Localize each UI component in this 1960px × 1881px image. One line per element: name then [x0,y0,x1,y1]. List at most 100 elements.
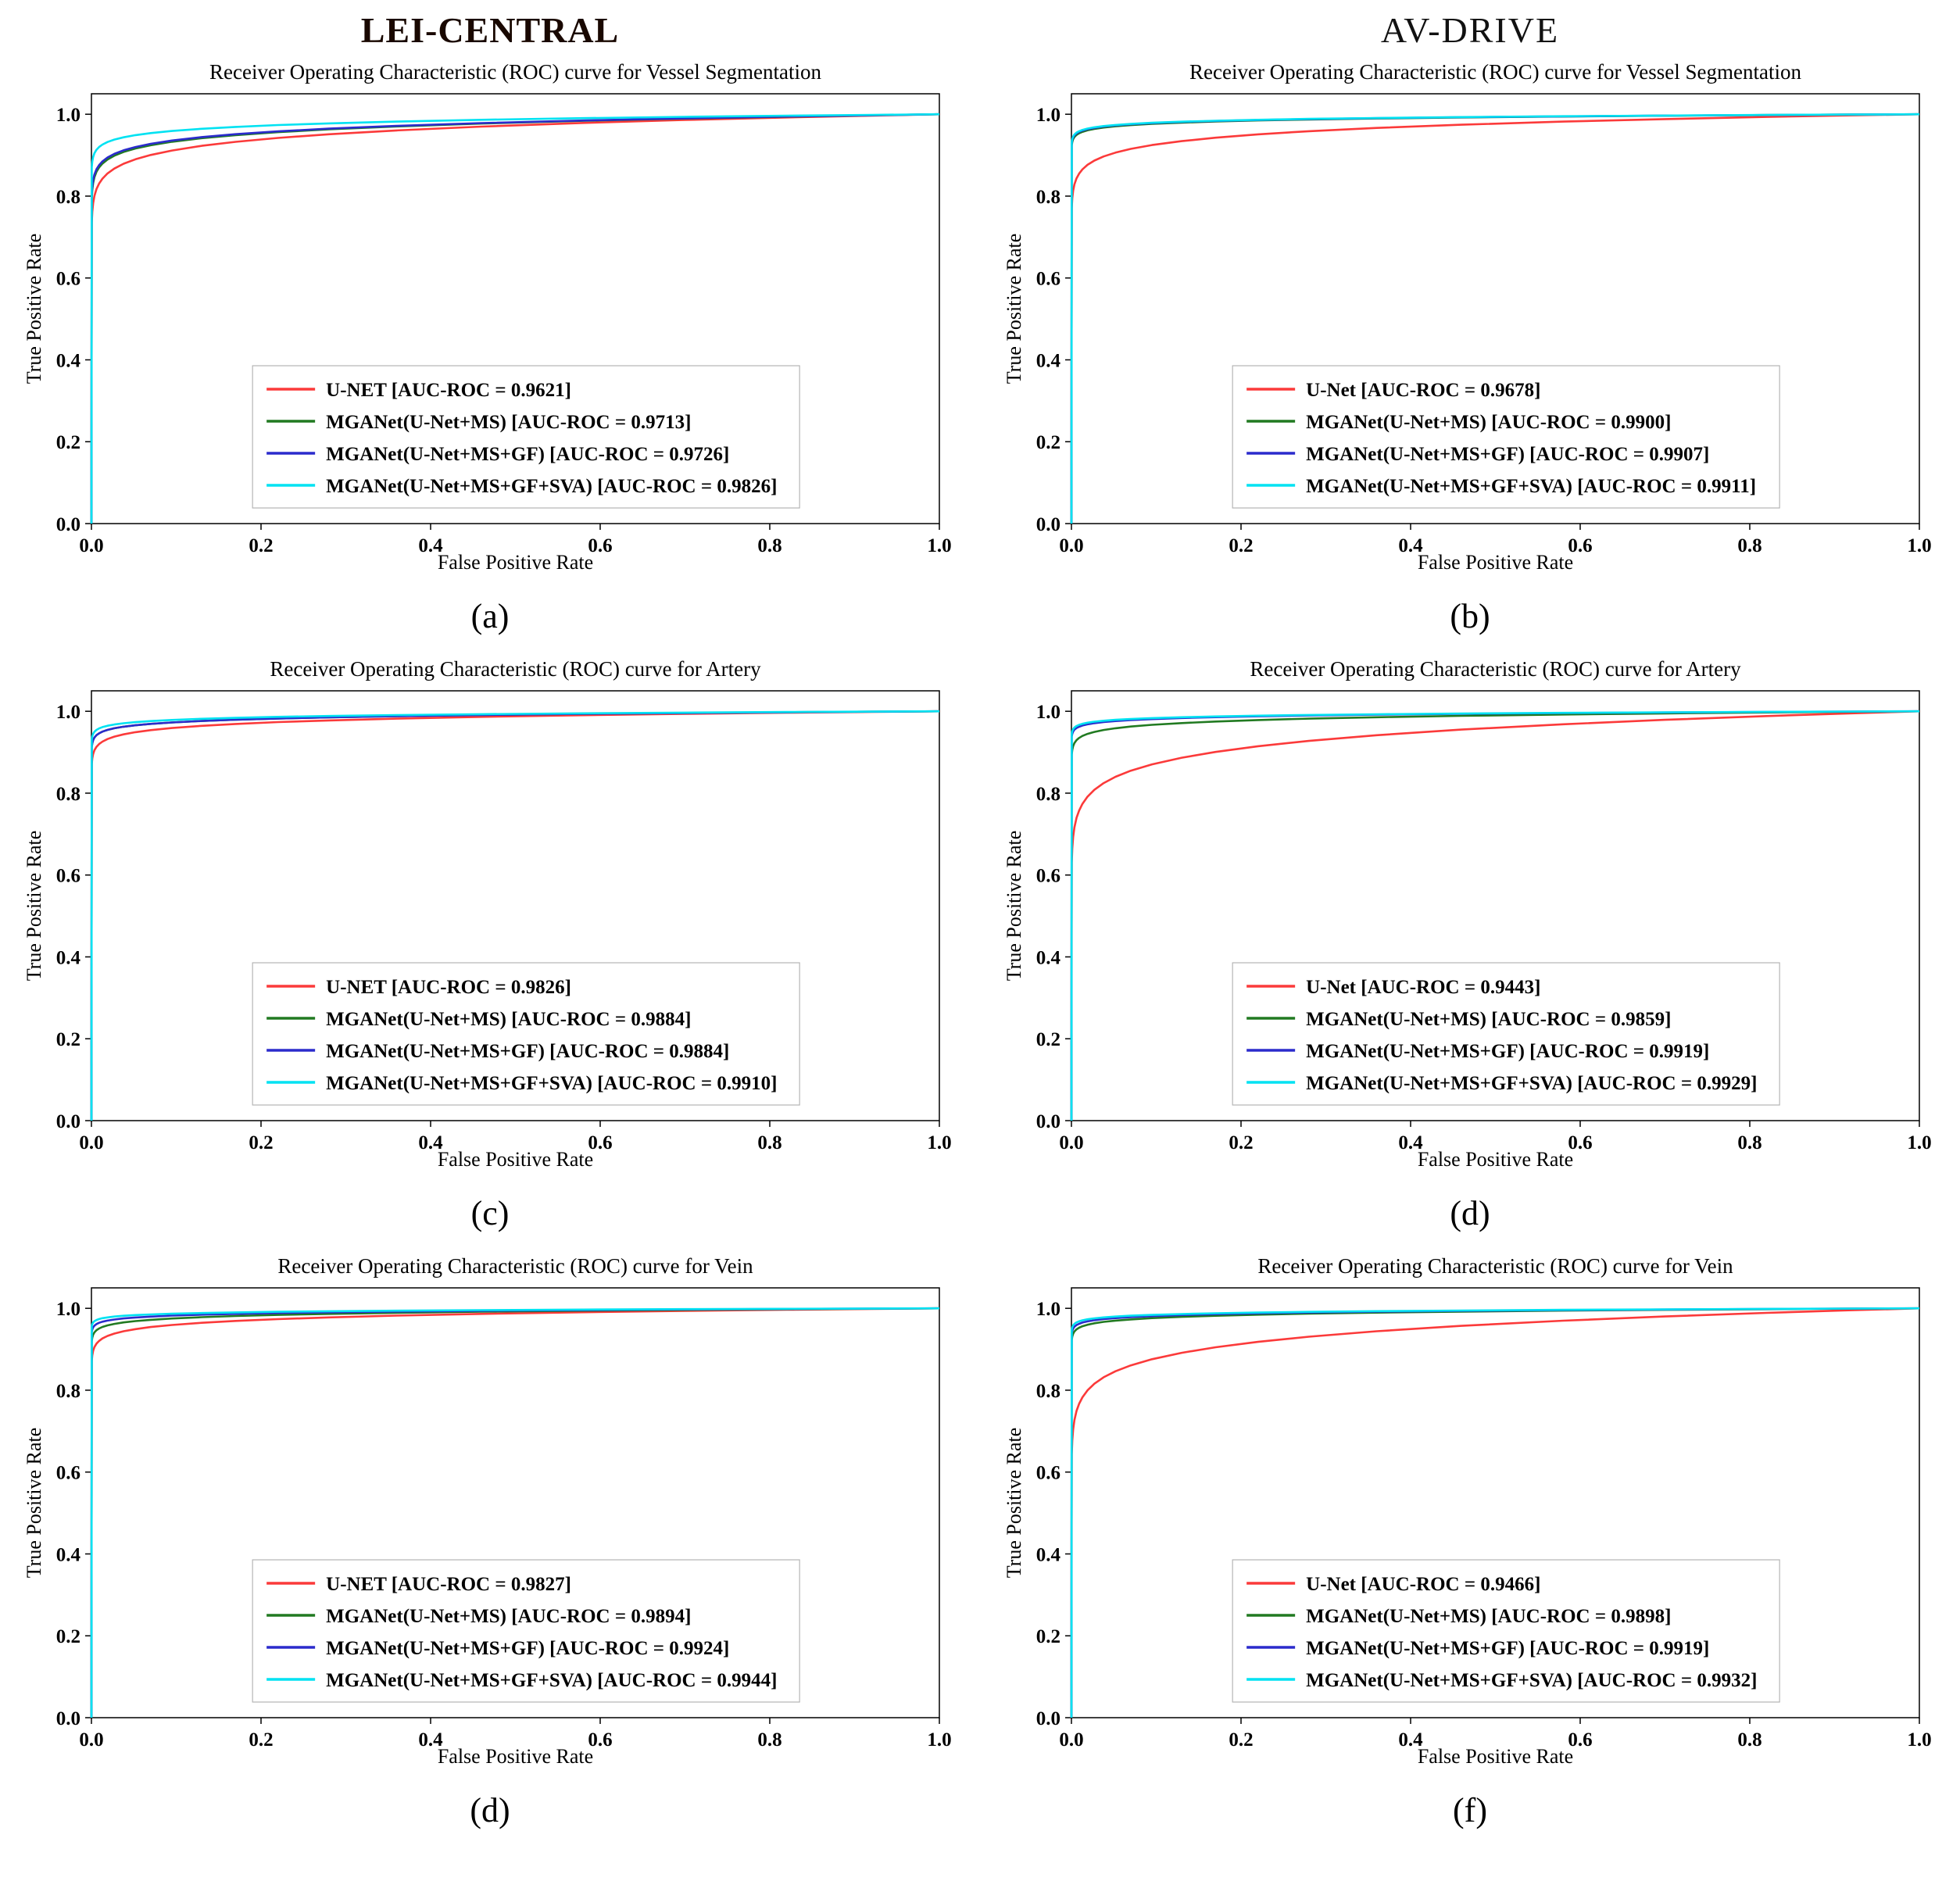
legend-label: MGANet(U-Net+MS) [AUC-ROC = 0.9713] [326,412,691,433]
legend-label: U-NET [AUC-ROC = 0.9621] [326,380,571,401]
legend-label: U-Net [AUC-ROC = 0.9443] [1306,977,1540,998]
legend-label: MGANet(U-Net+MS) [AUC-ROC = 0.9898] [1306,1606,1671,1627]
roc-chart-vein-avdrive: 0.0 0.2 0.4 0.6 0.8 1.0 0.0 0.2 0.4 0.6 0.8 1.0 Rece… [997,1249,1943,1780]
x-tick-label: 0.0 [1059,1729,1083,1750]
legend-label: MGANet(U-Net+MS+GF) [AUC-ROC = 0.9924] [326,1638,729,1659]
x-tick-label: 0.0 [1059,535,1083,556]
roc-curve-0 [1070,1307,1920,1718]
y-tick-label: 0.8 [1036,187,1060,208]
roc-panel-a: 0.0 0.2 0.4 0.6 0.8 1.0 0.0 0.2 0.4 0.6 0.8 1.0 Rece… [0,55,980,652]
x-tick-label: 1.0 [1907,1729,1931,1750]
y-axis-label: True Positive Rate [23,1428,45,1579]
x-axis-label: False Positive Rate [438,551,593,574]
x-axis-label: False Positive Rate [1418,1745,1573,1768]
legend: U-Net [AUC-ROC = 0.9443] MGANet(U-Net+MS)… [1232,962,1780,1106]
x-tick-label: 0.8 [1737,1729,1761,1750]
x-tick-label: 0.6 [1568,1729,1592,1750]
x-tick-label: 0.4 [418,535,443,556]
x-tick-label: 0.2 [249,1132,273,1153]
legend-label: MGANet(U-Net+MS+GF) [AUC-ROC = 0.9726] [326,444,729,465]
x-tick-label: 0.6 [588,1729,612,1750]
x-tick-label: 0.6 [1568,535,1592,556]
x-tick-label: 0.8 [757,1729,781,1750]
y-tick-label: 1.0 [1036,1299,1060,1320]
roc-chart-vessel-avdrive: 0.0 0.2 0.4 0.6 0.8 1.0 0.0 0.2 0.4 0.6 0.8 1.0 Rece… [997,55,1943,586]
legend-label: MGANet(U-Net+MS+GF+SVA) [AUC-ROC = 0.993… [1306,1670,1757,1691]
panel-caption: (a) [470,597,510,635]
x-tick-label: 1.0 [927,1729,951,1750]
y-tick-label: 0.2 [56,1029,80,1050]
legend-label: MGANet(U-Net+MS) [AUC-ROC = 0.9894] [326,1606,691,1627]
y-tick-label: 0.4 [1036,947,1061,968]
y-axis-label: True Positive Rate [1003,234,1025,384]
roc-panel-c: 0.0 0.2 0.4 0.6 0.8 1.0 0.0 0.2 0.4 0.6 0.8 1.0 Rece… [0,652,980,1249]
y-tick-label: 0.0 [1036,514,1060,535]
roc-curve-3 [1070,113,1920,524]
panel-caption: (c) [470,1194,510,1232]
y-axis-label: True Positive Rate [1003,831,1025,982]
right-column-title: AV-DRIVE [1380,9,1560,50]
y-tick-label: 1.0 [56,105,80,126]
roc-curve-3 [90,113,940,524]
roc-curve-0 [90,1307,940,1718]
legend: U-Net [AUC-ROC = 0.9678] MGANet(U-Net+MS)… [1232,365,1780,509]
left-column-title: LEI-CENTRAL [360,9,620,50]
y-tick-label: 0.6 [56,866,80,887]
roc-curve-0 [90,113,940,524]
legend-box [1232,962,1780,1106]
x-tick-label: 0.2 [249,1729,273,1750]
legend-label: MGANet(U-Net+MS+GF+SVA) [AUC-ROC = 0.994… [326,1670,777,1691]
legend-label: MGANet(U-Net+MS+GF) [AUC-ROC = 0.9884] [326,1041,729,1062]
y-tick-label: 0.8 [1036,784,1060,805]
roc-curve-3 [1070,710,1920,1121]
x-tick-label: 0.6 [588,535,612,556]
x-tick-label: 0.2 [1229,535,1253,556]
y-tick-label: 0.6 [56,269,80,290]
x-tick-label: 0.8 [757,535,781,556]
y-axis-label: True Positive Rate [1003,1428,1025,1579]
roc-chart-vessel-lei: 0.0 0.2 0.4 0.6 0.8 1.0 0.0 0.2 0.4 0.6 0.8 1.0 Rece… [17,55,963,586]
legend-label: MGANet(U-Net+MS) [AUC-ROC = 0.9859] [1306,1009,1671,1030]
y-tick-label: 0.4 [1036,350,1061,371]
roc-curve-3 [90,1307,940,1718]
y-tick-label: 0.2 [1036,1626,1060,1647]
y-axis-label: True Positive Rate [23,831,45,982]
x-axis-label: False Positive Rate [1418,1148,1573,1171]
legend-label: MGANet(U-Net+MS+GF+SVA) [AUC-ROC = 0.982… [326,476,777,497]
roc-curve-1 [1070,710,1920,1121]
y-tick-label: 0.2 [1036,432,1060,453]
roc-panel-b: 0.0 0.2 0.4 0.6 0.8 1.0 0.0 0.2 0.4 0.6 0.8 1.0 Rece… [980,55,1960,652]
column-headers: LEI-CENTRAL AV-DRIVE [0,5,1960,55]
y-tick-label: 1.0 [1036,105,1060,126]
x-axis-label: False Positive Rate [1418,551,1573,574]
x-axis-label: False Positive Rate [438,1148,593,1171]
panel-caption: (d) [1450,1194,1490,1232]
roc-curve-3 [90,710,940,1121]
legend-label: MGANet(U-Net+MS+GF) [AUC-ROC = 0.9907] [1306,444,1709,465]
chart-title: Receiver Operating Characteristic (ROC) … [270,657,761,681]
y-tick-label: 0.4 [1036,1544,1061,1565]
y-tick-label: 0.8 [56,187,80,208]
legend-box [252,365,800,509]
roc-curve-0 [1070,113,1920,524]
x-axis-label: False Positive Rate [438,1745,593,1768]
legend-label: MGANet(U-Net+MS+GF) [AUC-ROC = 0.9919] [1306,1638,1709,1659]
roc-chart-vein-lei: 0.0 0.2 0.4 0.6 0.8 1.0 0.0 0.2 0.4 0.6 0.8 1.0 Rece… [17,1249,963,1780]
legend-label: U-NET [AUC-ROC = 0.9827] [326,1574,571,1595]
roc-panel-f: 0.0 0.2 0.4 0.6 0.8 1.0 0.0 0.2 0.4 0.6 0.8 1.0 Rece… [980,1249,1960,1846]
y-axis-label: True Positive Rate [23,234,45,384]
x-tick-label: 0.4 [418,1729,443,1750]
legend-box [1232,1559,1780,1703]
y-tick-label: 0.2 [56,432,80,453]
y-tick-label: 0.0 [56,1111,80,1132]
y-tick-label: 0.4 [56,947,81,968]
roc-chart-artery-avdrive: 0.0 0.2 0.4 0.6 0.8 1.0 0.0 0.2 0.4 0.6 0.8 1.0 Rece… [997,652,1943,1183]
y-tick-label: 1.0 [56,1299,80,1320]
legend-box [1232,365,1780,509]
x-tick-label: 0.0 [79,1729,103,1750]
y-tick-label: 0.8 [56,784,80,805]
chart-title: Receiver Operating Characteristic (ROC) … [277,1254,753,1278]
y-tick-label: 1.0 [56,702,80,723]
legend: U-NET [AUC-ROC = 0.9826] MGANet(U-Net+MS)… [252,962,800,1106]
